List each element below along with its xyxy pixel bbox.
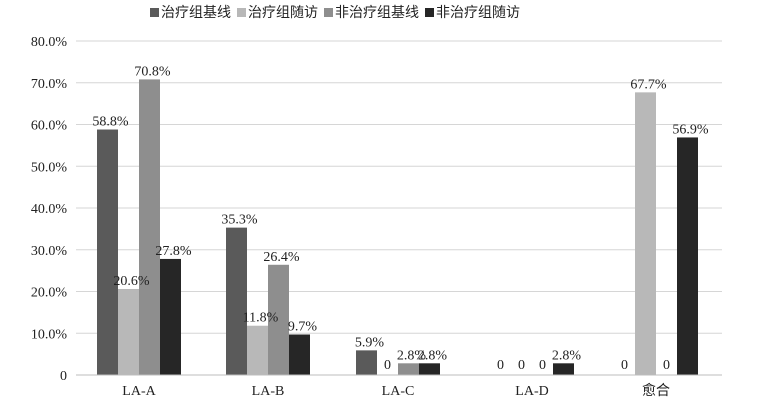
- data-label: 0: [518, 358, 525, 373]
- x-tick-label: LA-A: [122, 384, 156, 399]
- x-tick-label: LA-D: [515, 384, 548, 399]
- bar: [160, 258, 181, 375]
- legend-label: 非治疗组基线: [335, 5, 419, 21]
- bar: [398, 363, 419, 375]
- data-label: 58.8%: [92, 115, 129, 130]
- data-label: 0: [663, 358, 670, 373]
- y-tick-label: 40.0%: [31, 202, 68, 217]
- x-tick-label: 愈合: [642, 383, 670, 399]
- x-axis: LA-A LA-B LA-C LA-D 愈合: [76, 374, 722, 399]
- data-label: 35.3%: [221, 213, 258, 228]
- legend-label: 治疗组基线: [161, 5, 231, 21]
- bar: [419, 363, 440, 375]
- legend-label: 治疗组随访: [248, 5, 318, 21]
- legend-item-treatment-baseline: 治疗组基线: [150, 2, 231, 22]
- bar: [677, 137, 698, 375]
- data-label: 2.8%: [397, 348, 427, 363]
- legend-swatch: [237, 7, 246, 17]
- data-label: 11.8%: [243, 311, 279, 326]
- data-label: 0: [621, 358, 628, 373]
- bar: [635, 92, 656, 375]
- y-tick-label: 30.0%: [31, 244, 68, 259]
- x-tick-label: LA-C: [382, 384, 415, 399]
- data-label: 2.8%: [418, 348, 448, 363]
- y-tick-label: 80.0%: [31, 35, 68, 50]
- bar: [268, 264, 289, 375]
- legend-swatch: [425, 7, 434, 17]
- data-label: 0: [497, 358, 504, 373]
- legend-item-control-followup: 非治疗组随访: [425, 2, 520, 22]
- legend-item-treatment-followup: 治疗组随访: [237, 2, 318, 22]
- bar: [97, 129, 118, 375]
- y-axis: 0 10.0% 20.0% 30.0% 40.0% 50.0% 60.0% 70.0% 80.0…: [31, 35, 68, 384]
- y-tick-label: 70.0%: [31, 77, 68, 92]
- data-label: 67.7%: [630, 77, 667, 92]
- legend-swatch: [150, 7, 159, 17]
- bar: [289, 334, 310, 375]
- legend: 治疗组基线 治疗组随访 非治疗组基线 非治疗组随访: [150, 1, 526, 23]
- x-tick-label: LA-B: [252, 384, 285, 399]
- data-label: 27.8%: [155, 244, 192, 259]
- bar: [247, 325, 268, 375]
- bar: [139, 79, 160, 375]
- bar: [226, 227, 247, 375]
- data-label: 56.9%: [672, 122, 709, 137]
- data-label: 26.4%: [263, 250, 300, 265]
- legend-swatch: [324, 7, 333, 17]
- bars: [97, 79, 698, 375]
- bar: [118, 288, 139, 375]
- legend-label: 非治疗组随访: [436, 5, 520, 21]
- y-tick-label: 10.0%: [31, 327, 68, 342]
- y-tick-label: 20.0%: [31, 286, 68, 301]
- bar: [553, 363, 574, 375]
- data-label: 0: [539, 358, 546, 373]
- data-labels: 58.8%35.3%5.9%0 020.6%11.8%0 067.7%70.8%26…: [92, 64, 709, 373]
- data-label: 5.9%: [355, 335, 385, 350]
- y-tick-label: 60.0%: [31, 119, 68, 134]
- y-tick-label: 50.0%: [31, 160, 68, 175]
- legend-item-control-baseline: 非治疗组基线: [324, 2, 419, 22]
- data-label: 70.8%: [134, 64, 171, 79]
- y-tick-label: 0: [60, 369, 67, 384]
- data-label: 2.8%: [552, 348, 582, 363]
- data-label: 0: [384, 358, 391, 373]
- data-label: 9.7%: [288, 320, 318, 335]
- data-label: 20.6%: [113, 274, 150, 289]
- bar: [356, 350, 377, 375]
- grid-lines: [76, 40, 722, 334]
